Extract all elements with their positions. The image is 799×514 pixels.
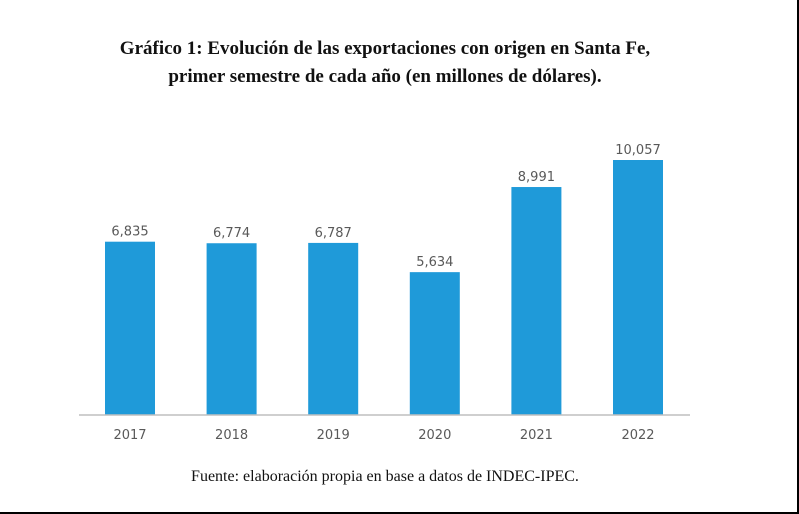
value-label-2019: 6,787 <box>315 226 352 241</box>
x-tick-label-2020: 2020 <box>418 428 451 443</box>
chart-source-note: Fuente: elaboración propia en base a dat… <box>191 468 579 485</box>
value-label-2020: 5,634 <box>416 255 453 270</box>
value-label-2022: 10,057 <box>615 143 661 158</box>
x-tick-label-2018: 2018 <box>215 428 248 443</box>
value-label-2021: 8,991 <box>518 170 555 185</box>
x-tick-label-2022: 2022 <box>621 428 654 443</box>
value-label-2018: 6,774 <box>213 226 250 241</box>
bar-2017 <box>105 241 155 415</box>
value-label-2017: 6,835 <box>111 225 148 240</box>
bar-2018 <box>206 243 257 415</box>
chart-title-line-2: primer semestre de cada año (en millones… <box>168 66 602 87</box>
bar-2022 <box>613 160 663 415</box>
bar-2019 <box>308 242 359 415</box>
x-tick-label-2019: 2019 <box>317 428 350 443</box>
x-tick-label-2017: 2017 <box>113 428 146 443</box>
bar-2020 <box>409 272 460 415</box>
bar-2021 <box>511 187 562 415</box>
x-tick-label-2021: 2021 <box>520 428 553 443</box>
chart-title-line-1: Gráfico 1: Evolución de las exportacione… <box>119 38 651 59</box>
